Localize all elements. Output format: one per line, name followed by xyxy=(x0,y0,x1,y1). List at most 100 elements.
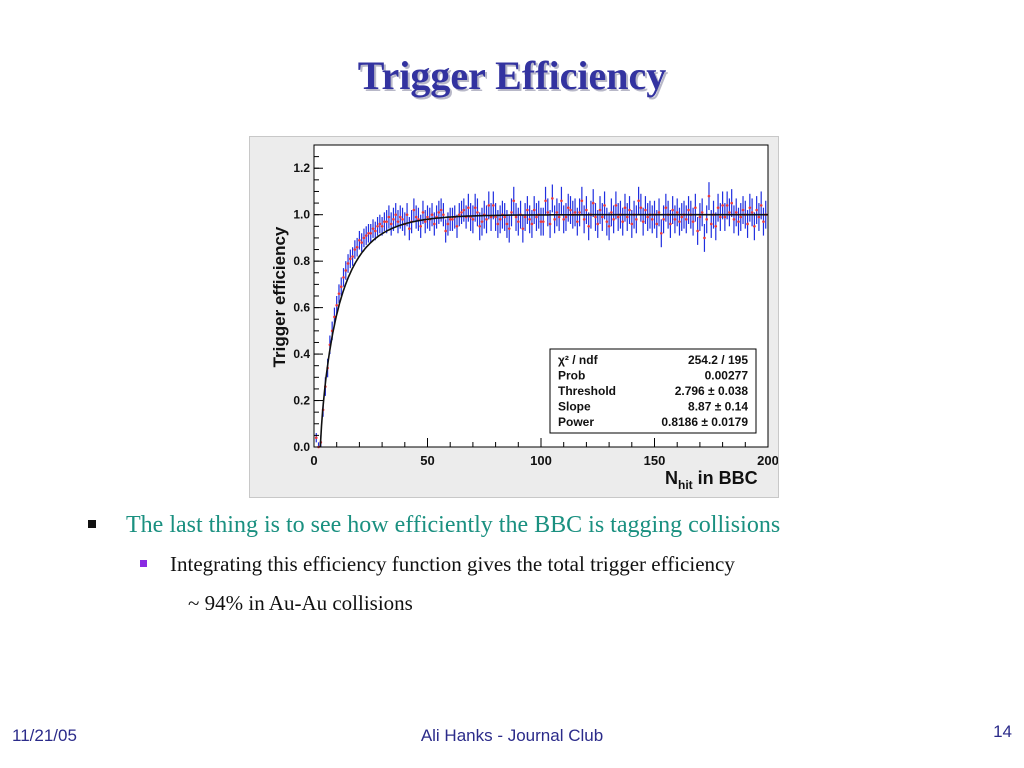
data-point xyxy=(485,218,488,221)
data-point xyxy=(510,211,513,214)
stats-label: χ² / ndf xyxy=(558,353,599,367)
data-point xyxy=(333,315,336,319)
data-point xyxy=(378,222,382,226)
data-point xyxy=(396,220,400,223)
data-point xyxy=(342,276,345,279)
data-point xyxy=(662,218,665,221)
data-point xyxy=(346,262,350,265)
data-point xyxy=(737,220,740,223)
data-point xyxy=(600,215,604,219)
stats-value: 0.00277 xyxy=(705,369,749,383)
data-point xyxy=(335,303,338,307)
data-point xyxy=(610,211,613,214)
data-point xyxy=(612,218,615,221)
data-point xyxy=(344,269,348,272)
data-point xyxy=(355,245,359,249)
data-point xyxy=(494,215,497,219)
slide-title: Trigger Efficiency xyxy=(357,53,667,98)
data-point xyxy=(419,225,422,228)
data-point xyxy=(362,236,366,240)
plot-svg: 0 50 100 150 200 0.0 0.2 0.4 0.6 0.8 1.0 1.2 Trigge… xyxy=(270,144,778,492)
data-point xyxy=(759,204,763,207)
x-tick-label: 100 xyxy=(530,453,552,468)
x-tick-label: 50 xyxy=(420,453,434,468)
data-point xyxy=(439,208,443,212)
data-point xyxy=(507,227,511,230)
data-point xyxy=(655,222,659,226)
data-point xyxy=(687,208,690,212)
data-point xyxy=(721,204,724,207)
stats-label: Slope xyxy=(558,400,591,414)
y-tick-label: 0.4 xyxy=(293,347,310,361)
data-point xyxy=(637,199,640,203)
stats-value: 8.87 ± 0.14 xyxy=(688,400,748,414)
axis-ticks: 0 50 100 150 200 0.0 0.2 0.4 0.6 0.8 1.0 1.2 xyxy=(293,144,778,468)
data-point xyxy=(557,215,561,219)
data-point xyxy=(339,285,343,289)
stats-box-frame xyxy=(549,348,757,434)
data-point xyxy=(739,215,743,219)
data-point xyxy=(389,222,393,226)
data-point xyxy=(480,220,484,223)
data-point xyxy=(605,220,609,223)
data-point xyxy=(467,206,470,210)
y-tick-label: 0.8 xyxy=(293,254,310,268)
x-tick-label: 0 xyxy=(310,453,317,468)
data-point xyxy=(423,220,427,223)
data-point xyxy=(426,215,429,219)
data-point xyxy=(489,215,493,219)
data-point xyxy=(576,220,579,223)
data-point xyxy=(351,255,354,258)
data-point xyxy=(673,218,677,221)
data-point xyxy=(476,211,479,214)
stats-value: 2.796 ± 0.038 xyxy=(675,384,749,398)
data-point xyxy=(353,248,357,251)
data-point xyxy=(714,225,718,228)
stats-label: Prob xyxy=(558,369,585,383)
data-point xyxy=(669,222,672,226)
data-point xyxy=(603,204,606,207)
data-point xyxy=(421,211,425,214)
data-point xyxy=(408,227,411,230)
data-point xyxy=(383,220,386,223)
data-point xyxy=(680,215,684,219)
data-point xyxy=(621,220,625,223)
data-point xyxy=(528,218,531,221)
data-point xyxy=(594,215,597,219)
data-point xyxy=(414,215,418,219)
data-point xyxy=(446,222,450,226)
data-point xyxy=(698,215,702,219)
data-point xyxy=(573,211,577,214)
data-point xyxy=(728,211,731,214)
data-point xyxy=(639,206,643,210)
data-point xyxy=(498,218,502,221)
data-point xyxy=(719,215,722,219)
data-point xyxy=(734,211,738,214)
data-point xyxy=(591,201,595,205)
data-point xyxy=(457,213,461,216)
data-point xyxy=(614,204,618,207)
data-point xyxy=(314,436,318,440)
data-point xyxy=(530,222,534,226)
stats-rows: χ² / ndf 254.2 / 195 Prob 0.00277 Threshold 2… xyxy=(558,353,748,429)
data-point xyxy=(401,218,404,221)
stats-label: Power xyxy=(558,415,594,429)
data-point xyxy=(635,218,638,221)
square-bullet-icon xyxy=(140,560,147,567)
data-point xyxy=(671,208,674,212)
data-point xyxy=(748,206,752,210)
data-point xyxy=(623,206,627,210)
data-point xyxy=(707,194,711,198)
data-point xyxy=(694,206,697,210)
data-point xyxy=(703,236,706,240)
footer-title: Ali Hanks - Journal Club xyxy=(420,726,604,745)
data-point xyxy=(657,211,661,214)
footer-date: 11/21/05 xyxy=(12,726,77,745)
fit-curve xyxy=(319,213,768,448)
data-point xyxy=(646,215,649,219)
data-point xyxy=(732,218,736,221)
data-point xyxy=(607,225,611,228)
data-point xyxy=(762,220,765,223)
data-point xyxy=(564,215,568,219)
data-point xyxy=(566,206,570,210)
